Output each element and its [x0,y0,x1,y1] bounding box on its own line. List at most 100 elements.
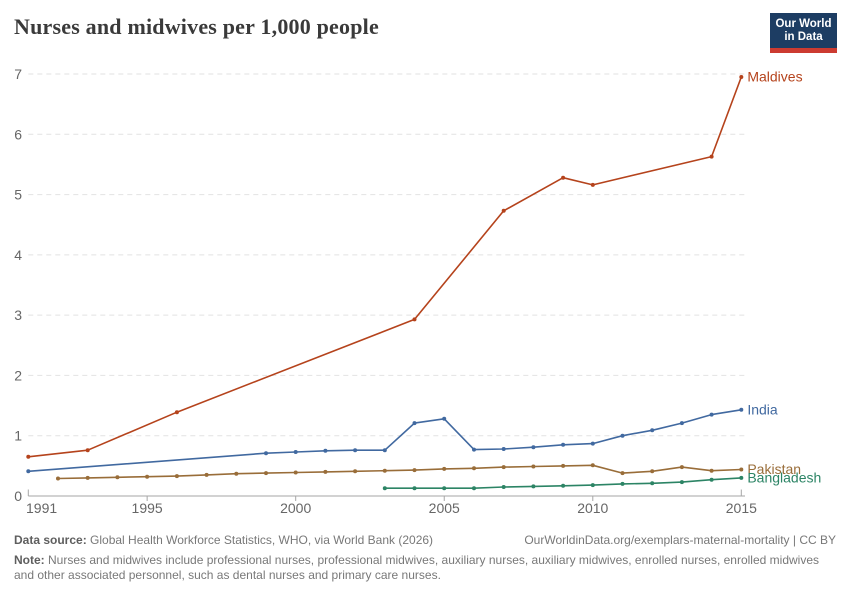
data-point-bangladesh-2004[interactable] [412,486,417,491]
data-point-pakistan-2001[interactable] [323,469,328,474]
data-point-pakistan-2008[interactable] [531,464,536,469]
data-point-maldives-2007[interactable] [501,208,506,213]
data-point-maldives-1996[interactable] [174,410,179,415]
citation-text[interactable]: OurWorldinData.org/exemplars-maternal-mo… [524,533,836,547]
data-point-bangladesh-2003[interactable] [382,486,387,491]
data-point-maldives-2009[interactable] [561,175,566,180]
x-tick-label-1995: 1995 [132,500,163,516]
note-text: Nurses and midwives include professional… [14,553,819,582]
data-source-label: Data source: [14,533,87,547]
data-point-india-2002[interactable] [353,448,358,453]
data-point-maldives-1991[interactable] [26,454,31,459]
citation-link[interactable]: OurWorldinData.org/exemplars-maternal-mo… [524,533,836,548]
data-point-pakistan-2014[interactable] [709,468,714,473]
data-point-bangladesh-2010[interactable] [590,483,595,488]
data-source-text: Global Health Workforce Statistics, WHO,… [86,533,434,547]
data-point-india-2008[interactable] [531,445,536,450]
y-tick-label-3: 3 [14,307,22,323]
data-point-bangladesh-2012[interactable] [650,481,655,486]
data-point-india-2012[interactable] [650,428,655,433]
data-point-pakistan-2002[interactable] [353,469,358,474]
x-tick-label-1991: 1991 [26,500,57,516]
x-tick-label-2010: 2010 [577,500,608,516]
data-point-india-2007[interactable] [501,447,506,451]
data-point-pakistan-2003[interactable] [382,468,387,473]
data-point-pakistan-2000[interactable] [293,470,298,475]
series-pakistan: Pakistan [56,461,801,481]
data-point-india-1999[interactable] [264,451,268,456]
data-point-pakistan-1993[interactable] [85,475,90,480]
y-tick-label-0: 0 [14,488,22,504]
series-line-pakistan[interactable] [57,464,743,480]
data-point-pakistan-2012[interactable] [650,469,655,474]
data-point-pakistan-2011[interactable] [620,471,625,476]
data-point-india-2009[interactable] [561,442,566,447]
data-point-maldives-2014[interactable] [709,154,714,159]
data-point-pakistan-2009[interactable] [561,463,566,468]
series-bangladesh: Bangladesh [382,469,821,491]
data-point-bangladesh-2009[interactable] [561,483,566,488]
data-point-bangladesh-2015[interactable] [739,475,744,480]
data-point-bangladesh-2005[interactable] [442,486,447,491]
data-point-pakistan-1999[interactable] [264,471,268,476]
data-point-pakistan-1995[interactable] [145,474,150,479]
data-point-bangladesh-2014[interactable] [709,477,714,482]
x-tick-label-2000: 2000 [280,500,311,516]
series-maldives: Maldives [26,69,803,459]
data-point-india-2013[interactable] [679,421,684,426]
note-label: Note: [14,553,45,567]
data-point-pakistan-2004[interactable] [412,468,417,473]
data-point-bangladesh-2011[interactable] [620,481,625,486]
data-point-maldives-2004[interactable] [412,317,417,322]
y-tick-label-2: 2 [14,367,22,383]
series-line-india[interactable] [27,408,743,473]
data-point-bangladesh-2008[interactable] [531,484,536,489]
data-point-maldives-2015[interactable] [739,75,744,79]
data-point-bangladesh-2006[interactable] [472,486,476,491]
y-tick-label-4: 4 [14,247,22,263]
data-point-india-2005[interactable] [442,416,447,421]
data-point-pakistan-2015[interactable] [739,467,744,472]
data-point-india-2014[interactable] [709,412,714,417]
data-point-pakistan-2005[interactable] [442,466,447,471]
data-point-pakistan-2013[interactable] [679,465,684,470]
y-tick-label-7: 7 [14,66,22,82]
data-point-pakistan-2010[interactable] [590,463,595,468]
y-tick-label-1: 1 [14,428,22,444]
data-point-pakistan-1997[interactable] [204,472,209,477]
x-tick-label-2015: 2015 [726,500,757,516]
data-point-india-2015[interactable] [739,407,744,412]
data-point-maldives-2010[interactable] [590,182,595,187]
data-point-pakistan-2006[interactable] [472,466,476,471]
data-point-india-2011[interactable] [620,433,625,438]
data-point-pakistan-1996[interactable] [174,474,179,479]
data-point-india-1991[interactable] [26,469,31,474]
series-label-india[interactable]: India [747,401,778,417]
series-label-bangladesh[interactable]: Bangladesh [747,469,821,485]
note-line: Note: Nurses and midwives include profes… [14,553,836,583]
series-label-maldives[interactable]: Maldives [747,69,802,85]
data-point-india-2001[interactable] [323,448,328,453]
data-point-bangladesh-2007[interactable] [501,485,506,489]
data-point-india-2006[interactable] [472,447,476,452]
owid-logo-line2: in Data [784,30,823,43]
data-point-bangladesh-2013[interactable] [679,480,684,485]
data-point-india-2010[interactable] [590,441,595,446]
data-point-pakistan-2007[interactable] [501,465,506,470]
data-point-maldives-1993[interactable] [85,448,90,453]
data-point-pakistan-1994[interactable] [115,475,120,480]
owid-logo[interactable]: Our World in Data [770,13,837,53]
data-point-pakistan-1992[interactable] [56,476,60,481]
data-point-pakistan-1998[interactable] [234,471,239,476]
data-point-india-2000[interactable] [293,450,298,454]
y-tick-label-6: 6 [14,126,22,142]
series-label-pakistan[interactable]: Pakistan [747,461,801,477]
data-point-india-2003[interactable] [382,448,387,453]
data-point-india-2004[interactable] [412,421,417,426]
data-source-line: Data source: Global Health Workforce Sta… [14,533,433,548]
owid-logo-line1: Our World [775,17,832,30]
series-india: India [26,401,778,474]
x-tick-label-2005: 2005 [429,500,460,516]
chart-title: Nurses and midwives per 1,000 people [14,14,379,39]
